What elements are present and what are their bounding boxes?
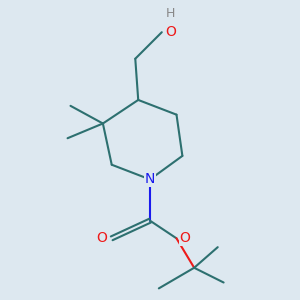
Text: O: O (179, 231, 190, 245)
Text: N: N (145, 172, 155, 186)
Text: O: O (165, 25, 176, 39)
Text: H: H (166, 7, 175, 20)
Text: O: O (96, 231, 107, 245)
